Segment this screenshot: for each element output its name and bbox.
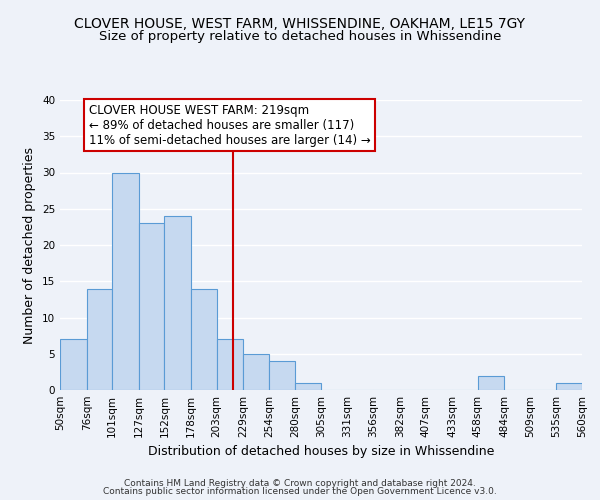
- Text: Contains HM Land Registry data © Crown copyright and database right 2024.: Contains HM Land Registry data © Crown c…: [124, 478, 476, 488]
- Bar: [295, 383, 321, 390]
- Bar: [269, 361, 295, 390]
- Bar: [191, 288, 217, 390]
- Bar: [139, 223, 164, 390]
- Bar: [60, 339, 86, 390]
- Bar: [86, 288, 112, 390]
- Text: CLOVER HOUSE WEST FARM: 219sqm
← 89% of detached houses are smaller (117)
11% of: CLOVER HOUSE WEST FARM: 219sqm ← 89% of …: [89, 104, 370, 146]
- Bar: [556, 383, 582, 390]
- X-axis label: Distribution of detached houses by size in Whissendine: Distribution of detached houses by size …: [148, 446, 494, 458]
- Y-axis label: Number of detached properties: Number of detached properties: [23, 146, 37, 344]
- Text: Size of property relative to detached houses in Whissendine: Size of property relative to detached ho…: [99, 30, 501, 43]
- Text: CLOVER HOUSE, WEST FARM, WHISSENDINE, OAKHAM, LE15 7GY: CLOVER HOUSE, WEST FARM, WHISSENDINE, OA…: [74, 18, 526, 32]
- Bar: [164, 216, 191, 390]
- Text: Contains public sector information licensed under the Open Government Licence v3: Contains public sector information licen…: [103, 487, 497, 496]
- Bar: [112, 172, 139, 390]
- Bar: [478, 376, 504, 390]
- Bar: [217, 339, 243, 390]
- Bar: [243, 354, 269, 390]
